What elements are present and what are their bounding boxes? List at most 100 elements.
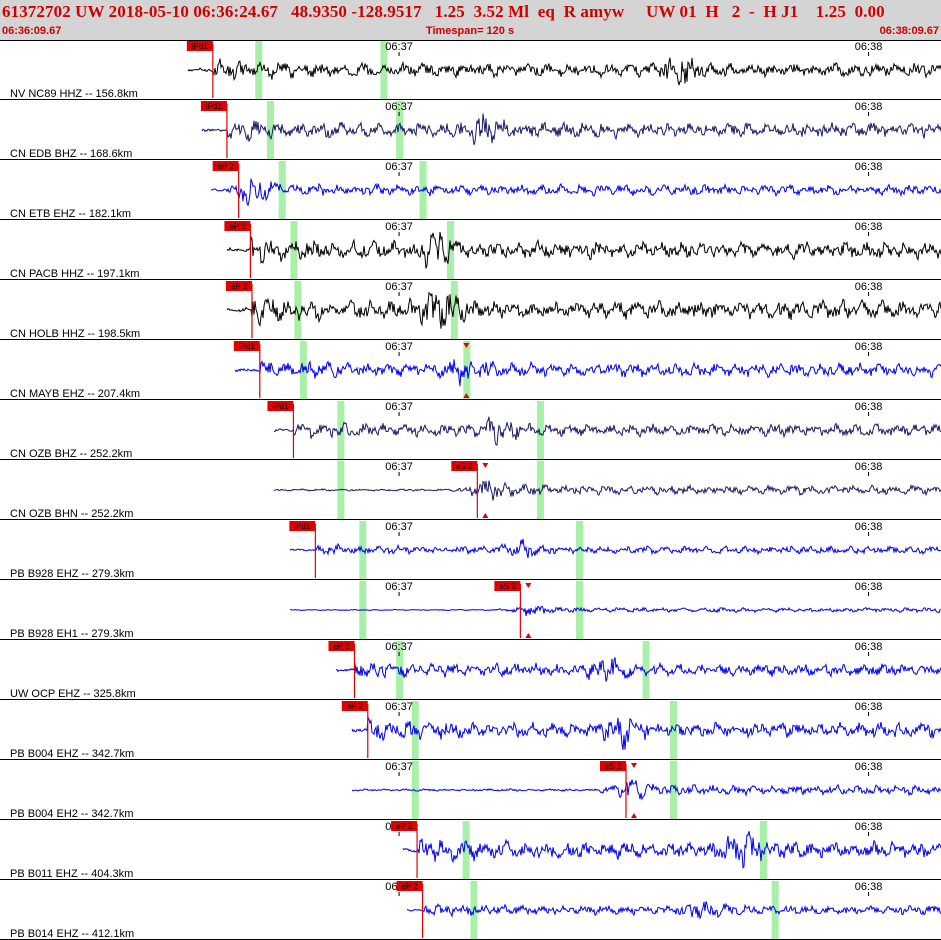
time-window-marker[interactable]	[294, 281, 302, 339]
station-label: NV NC89 HHZ -- 156.8km	[10, 88, 138, 100]
pick-label-box	[267, 401, 294, 411]
phase-pick-flag[interactable]: eP 2	[224, 221, 251, 278]
time-window-marker[interactable]	[337, 461, 345, 519]
s-arrival-marker-bottom	[482, 513, 489, 518]
time-window-marker[interactable]	[450, 281, 458, 339]
time-window-marker[interactable]	[462, 821, 470, 879]
time-window-marker[interactable]	[359, 521, 367, 579]
trace-row[interactable]: 06:37 06:38 eS 2 PB B928 EH1 -- 279.3km	[0, 581, 941, 640]
time-window-marker[interactable]	[266, 101, 274, 159]
trace-row[interactable]: 06:37 06:38 iPd1 CN OZB BHZ -- 252.2km	[0, 401, 941, 460]
time-window-marker[interactable]	[446, 221, 454, 279]
phase-pick-flag[interactable]: eP 2	[391, 821, 418, 878]
time-tick-label: 06:38	[855, 461, 883, 473]
time-window-marker[interactable]	[396, 641, 404, 699]
phase-pick-flag[interactable]: eP 2	[341, 701, 369, 758]
timespan-label: Timespan= 120 s	[425, 25, 515, 37]
phase-pick-flag[interactable]: eP 2	[328, 641, 356, 698]
waveform-trace[interactable]	[406, 901, 941, 920]
trace-row[interactable]: 06:37 06:38 iPd1 PB B928 EHZ -- 279.3km	[0, 521, 941, 580]
time-window-marker[interactable]	[759, 821, 767, 879]
phase-pick-flag[interactable]: iPd1	[186, 41, 214, 98]
trace-row[interactable]: 06:37 06:38 eP 2 UW OCP EHZ -- 325.8km	[0, 641, 941, 700]
station-label: CN PACB HHZ -- 197.1km	[10, 268, 139, 280]
time-window-marker[interactable]	[380, 41, 388, 99]
waveform-trace[interactable]	[289, 605, 941, 617]
trace-row[interactable]: 06:37 06:38 eP 2 CN HOLB HHZ -- 198.5km	[0, 281, 941, 340]
phase-pick-flag[interactable]: eP 2	[396, 881, 424, 938]
waveform-trace[interactable]	[402, 831, 941, 870]
station-label: PB B928 EHZ -- 279.3km	[10, 568, 134, 580]
time-window-marker[interactable]	[290, 221, 298, 279]
phase-pick-flag[interactable]: eP 2	[225, 281, 253, 338]
waveform-trace[interactable]	[289, 538, 941, 559]
trace-row[interactable]: 06:37 06:38 iPd1 NV NC89 HHZ -- 156.8km	[0, 41, 941, 100]
time-window-marker[interactable]	[576, 521, 584, 579]
phase-pick-flag[interactable]: iPd1	[267, 401, 295, 458]
pick-label-box	[212, 161, 239, 171]
pick-label-box	[391, 821, 418, 831]
time-tick-label: 06:37	[385, 41, 413, 53]
waveform-trace[interactable]	[187, 57, 941, 86]
trace-row[interactable]: 06:37 06:38 eP 2 CN ETB EHZ -- 182.1km	[0, 161, 941, 220]
event-summary-title: 61372702 UW 2018-05-10 06:36:24.67 48.93…	[2, 2, 885, 21]
time-tick-label: 06:37	[385, 461, 413, 473]
time-tick-label: 06:37	[385, 521, 413, 533]
pick-label-box	[451, 461, 478, 471]
phase-pick-flag[interactable]: eS 2	[600, 761, 627, 818]
time-tick-label: 06:38	[855, 821, 883, 833]
time-tick-label: 06:37	[385, 701, 413, 713]
pick-label-box	[289, 521, 316, 531]
waveform-trace[interactable]	[201, 113, 941, 146]
waveform-trace[interactable]	[234, 359, 941, 387]
phase-pick-flag[interactable]: iPd1	[200, 101, 228, 158]
waveform-trace[interactable]	[351, 717, 941, 750]
waveform-trace[interactable]	[335, 657, 941, 682]
station-label: PB B928 EH1 -- 279.3km	[10, 628, 134, 640]
time-window-marker[interactable]	[255, 41, 263, 99]
trace-row[interactable]: 06:37 06:38 eP 2 PB B004 EHZ -- 342.7km	[0, 701, 941, 760]
phase-pick-flag[interactable]: iPd1	[289, 521, 316, 578]
waveform-trace[interactable]	[273, 480, 941, 501]
time-tick-label: 06:37	[385, 641, 413, 653]
station-label: CN ETB EHZ -- 182.1km	[10, 208, 131, 220]
time-tick-label: 06:37	[385, 581, 413, 593]
time-window-marker[interactable]	[669, 761, 677, 819]
phase-pick-flag[interactable]: eP 2	[212, 161, 240, 218]
trace-row[interactable]: 06:37 06:38 eS 2 CN OZB BHN -- 252.2km	[0, 461, 941, 520]
waveform-trace[interactable]	[273, 416, 941, 446]
station-label: PB B014 EHZ -- 412.1km	[10, 928, 134, 940]
phase-pick-flag[interactable]: eS 2	[494, 581, 521, 638]
trace-row[interactable]: 06:37 06:38 iPd1 CN MAYB EHZ -- 207.4km	[0, 341, 941, 400]
phase-pick-flag[interactable]: eS 2	[451, 461, 478, 518]
time-window-marker[interactable]	[411, 761, 419, 819]
trace-row[interactable]: 06:37 06:38 eP 2 CN PACB HHZ -- 197.1km	[0, 221, 941, 280]
trace-row[interactable]: 06:37 06:38 eS 2 PB B004 EH2 -- 342.7km	[0, 761, 941, 820]
time-window-marker[interactable]	[396, 101, 404, 159]
time-window-marker[interactable]	[536, 461, 544, 519]
time-tick-label: 06:38	[855, 581, 883, 593]
pick-label: eP 2	[218, 162, 235, 171]
time-window-marker[interactable]	[536, 401, 544, 459]
trace-row[interactable]: 06:37 06:38 iPd1 CN EDB BHZ -- 168.6km	[0, 101, 941, 160]
pick-label-box	[341, 701, 368, 711]
waveform-trace[interactable]	[210, 178, 941, 207]
pick-label: iPd1	[192, 42, 209, 51]
pick-label: eP 2	[231, 282, 248, 291]
pick-label-box	[225, 281, 252, 291]
time-tick-label: 06:37	[385, 281, 413, 293]
pick-label: iPd1	[239, 342, 256, 351]
time-window-marker[interactable]	[642, 641, 650, 699]
seismogram-panel[interactable]: 06:37 06:38 iPd1 NV NC89 HHZ -- 156.8km 06:3…	[0, 40, 941, 940]
waveform-trace[interactable]	[226, 291, 941, 329]
time-window-marker[interactable]	[669, 701, 677, 759]
pick-label: iPd1	[206, 102, 223, 111]
waveform-trace[interactable]	[226, 231, 941, 269]
time-tick-label: 06:38	[855, 221, 883, 233]
s-arrival-marker-bottom	[525, 633, 532, 638]
waveform-trace[interactable]	[351, 779, 941, 801]
phase-pick-flag[interactable]: iPd1	[233, 341, 261, 398]
